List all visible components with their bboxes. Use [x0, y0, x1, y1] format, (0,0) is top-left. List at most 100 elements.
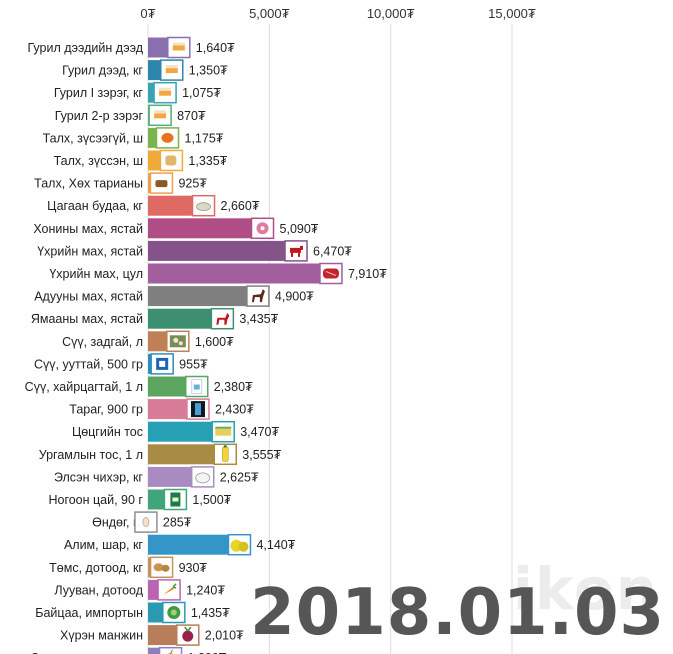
date-label: 2018.01.03	[250, 576, 665, 650]
category-label: Үхрийн мах, ястай	[37, 244, 143, 258]
milk-pack-icon	[156, 357, 169, 370]
bar	[148, 534, 249, 555]
value-label: 3,470₮	[240, 425, 279, 439]
category-label: Сонгино, импортын	[30, 651, 143, 654]
carrot-icon	[163, 583, 177, 595]
bar-row: Үхрийн мах, ястай 6,470₮	[37, 240, 352, 262]
bar-row: Талх, зүсээгүй, ш 1,175₮	[43, 127, 224, 149]
category-label: Сүү, задгай, л	[62, 335, 143, 349]
category-label: Гурил I зэрэг, кг	[54, 86, 144, 100]
category-label: Гурил 2-р зэрэг	[55, 109, 144, 123]
horse-icon	[251, 289, 265, 303]
bar-row: Ямааны мах, ястай 3,435₮	[31, 307, 279, 330]
bar	[148, 286, 267, 307]
value-label: 1,600₮	[195, 335, 234, 349]
value-label: 1,175₮	[185, 131, 224, 145]
value-label: 3,435₮	[239, 312, 278, 326]
bar-row: Байцаа, импортын 1,435₮	[35, 601, 230, 624]
value-label: 6,470₮	[313, 244, 352, 258]
value-label: 1,240₮	[186, 583, 225, 597]
category-label: Цөцгийн тос	[72, 425, 143, 439]
x-tick-label: 5,000₮	[249, 6, 290, 21]
category-label: Гурил дээд, кг	[62, 64, 143, 78]
category-label: Элсэн чихэр, кг	[54, 470, 143, 484]
value-label: 1,350₮	[189, 64, 228, 78]
category-label: Төмс, дотоод, кг	[49, 561, 143, 575]
goat-icon	[216, 312, 230, 325]
value-label: 4,140₮	[256, 538, 295, 552]
rye-bread-icon	[155, 180, 168, 188]
value-label: 925₮	[178, 177, 207, 191]
egg-icon	[142, 517, 150, 527]
category-label: Үхрийн мах, цул	[49, 267, 143, 281]
category-label: Лууван, дотоод	[54, 583, 143, 597]
bar-row: Гурил 2-р зэрэг 870₮	[55, 104, 206, 127]
bread-slices-icon	[165, 155, 177, 166]
value-label: 870₮	[177, 109, 206, 123]
bar-row: Өндөг, ш 285₮	[92, 511, 192, 533]
bar-row: Гурил дээд, кг 1,350₮	[62, 59, 228, 81]
value-label: 1,500₮	[192, 493, 231, 507]
beetroot-icon	[182, 626, 194, 642]
cow-icon	[290, 245, 304, 257]
category-label: Сүү, хайрцагтай, 1 л	[25, 380, 143, 394]
category-label: Адууны мах, ястай	[34, 290, 143, 304]
category-label: Талх, Хөх тарианы	[34, 177, 143, 191]
category-label: Өндөг, ш	[92, 516, 143, 530]
bar	[148, 308, 232, 329]
value-label: 2,625₮	[220, 470, 259, 484]
value-label: 2,380₮	[214, 380, 253, 394]
bar-row: Ногоон цай, 90 г 1,500₮	[48, 488, 232, 511]
category-label: Талх, зүссэн, ш	[54, 154, 143, 168]
value-label: 1,335₮	[188, 154, 227, 168]
value-label: 2,430₮	[215, 403, 254, 417]
value-label: 285₮	[163, 516, 192, 530]
bar-row: Талх, Хөх тарианы 925₮	[34, 172, 207, 194]
category-label: Хүрэн манжин	[60, 629, 143, 643]
category-label: Хонины мах, ястай	[33, 222, 143, 236]
value-label: 2,010₮	[205, 629, 244, 643]
beef-steak-icon	[322, 268, 339, 279]
bar-row: Талх, зүссэн, ш 1,335₮	[54, 149, 228, 172]
bar-row: Сүү, хайрцагтай, 1 л 2,380₮	[25, 375, 253, 398]
milk-vendor-icon	[169, 335, 186, 348]
bar-row: Цагаан будаа, кг 2,660₮	[47, 194, 260, 217]
flour-bag-icon	[165, 65, 178, 74]
item-image-frame	[158, 646, 183, 654]
category-label: Тараг, 900 гр	[69, 403, 143, 417]
value-label: 1,300₮	[188, 651, 227, 654]
value-label: 3,555₮	[242, 448, 281, 462]
bar-row: Хонины мах, ястай 5,090₮	[33, 217, 319, 240]
sugar-icon	[195, 472, 211, 484]
value-label: 930₮	[179, 561, 208, 575]
x-tick-label: 0₮	[140, 6, 155, 21]
bar-row: Адууны мах, ястай 4,900₮	[34, 285, 314, 307]
apple-icon	[230, 539, 249, 552]
bar-row: Хүрэн манжин 2,010₮	[60, 624, 244, 646]
bar-row: Сонгино, импортын 1,300₮	[30, 646, 227, 654]
flour-bag-icon	[159, 87, 172, 96]
bars: Гурил дээдийн дээд 1,640₮ Гурил дээд, кг 1,…	[25, 36, 387, 654]
category-label: Ямааны мах, ястай	[31, 312, 143, 326]
bar-row: Лууван, дотоод 1,240₮	[54, 579, 225, 601]
oil-bottle-icon	[221, 445, 229, 462]
category-label: Цагаан будаа, кг	[47, 199, 143, 213]
bar-row: Алим, шар, кг 4,140₮	[64, 533, 296, 556]
rice-icon	[196, 202, 211, 212]
category-label: Байцаа, импортын	[35, 606, 143, 620]
value-label: 2,660₮	[221, 199, 260, 213]
butter-icon	[215, 426, 232, 436]
category-label: Ногоон цай, 90 г	[48, 493, 143, 507]
bar-row: Тараг, 900 гр 2,430₮	[69, 398, 254, 420]
mutton-icon	[256, 222, 269, 235]
value-label: 1,435₮	[191, 606, 230, 620]
bar-row: Сүү, ууттай, 500 гр 955₮	[34, 353, 208, 375]
bar-row: Үхрийн мах, цул 7,910₮	[49, 262, 387, 285]
bar-row: Цөцгийн тос 3,470₮	[72, 420, 279, 443]
bar-row: Гурил I зэрэг, кг 1,075₮	[54, 81, 221, 104]
bar	[148, 444, 235, 465]
value-label: 7,910₮	[348, 267, 387, 281]
x-tick-label: 15,000₮	[488, 6, 536, 21]
bar-row: Гурил дээдийн дээд 1,640₮	[27, 36, 235, 59]
